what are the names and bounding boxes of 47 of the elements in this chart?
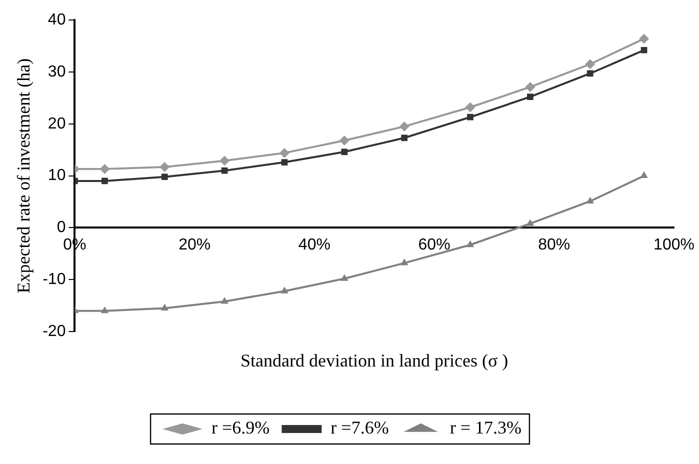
- point: [585, 59, 596, 70]
- y-tick-label: 20: [48, 115, 66, 132]
- y-tick-label: 30: [48, 63, 66, 80]
- point: [280, 286, 288, 294]
- point: [399, 121, 410, 132]
- point: [281, 159, 288, 166]
- point: [640, 171, 648, 178]
- x-tick-label: 60%: [418, 236, 450, 254]
- y-tick-label: 10: [48, 167, 66, 184]
- legend-label: r = 17.3%: [450, 418, 522, 438]
- x-tick-label: 80%: [538, 236, 570, 254]
- y-axis-title: Expected rate of investment (ha): [14, 58, 34, 294]
- point: [467, 114, 474, 120]
- y-tick-label: 40: [48, 11, 66, 28]
- legend-label: r =6.9%: [212, 418, 270, 438]
- point: [100, 164, 110, 174]
- point: [339, 135, 350, 146]
- x-tick-label: 20%: [178, 236, 211, 254]
- point: [102, 178, 108, 184]
- point: [161, 174, 168, 180]
- point: [465, 102, 476, 112]
- point: [400, 258, 408, 266]
- point: [220, 296, 228, 304]
- point: [279, 148, 290, 158]
- x-tick-label: 100%: [654, 236, 694, 254]
- point: [341, 148, 348, 156]
- point: [401, 134, 408, 142]
- y-tick-label: 0: [56, 219, 66, 236]
- point: [160, 162, 170, 172]
- legend-label: r =7.6%: [330, 418, 389, 438]
- y-tick-label: -20: [42, 323, 66, 340]
- point: [100, 306, 109, 314]
- x-axis-title: Standard deviation in land prices (σ ): [240, 350, 508, 370]
- point: [526, 219, 534, 226]
- point: [160, 304, 169, 310]
- point: [639, 34, 650, 44]
- point: [525, 82, 536, 92]
- point: [221, 167, 228, 174]
- point: [466, 240, 474, 248]
- point: [526, 94, 534, 100]
- point: [586, 70, 594, 77]
- point: [586, 196, 594, 204]
- point: [220, 156, 230, 166]
- y-tick-label: -10: [42, 271, 66, 288]
- x-tick-label: 40%: [298, 236, 330, 254]
- point: [340, 274, 348, 281]
- point: [640, 46, 648, 54]
